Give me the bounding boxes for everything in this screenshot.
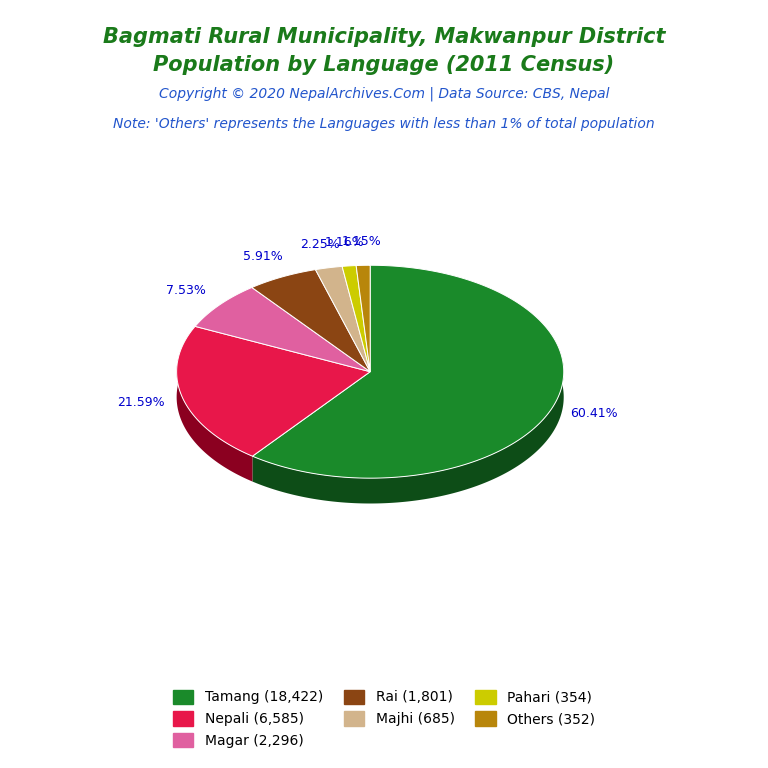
Polygon shape xyxy=(342,266,370,372)
Polygon shape xyxy=(195,287,370,372)
Text: 5.91%: 5.91% xyxy=(243,250,283,263)
Text: 60.41%: 60.41% xyxy=(570,407,617,420)
Text: 1.15%: 1.15% xyxy=(342,236,382,248)
Text: Note: 'Others' represents the Languages with less than 1% of total population: Note: 'Others' represents the Languages … xyxy=(113,117,655,131)
Polygon shape xyxy=(356,265,370,372)
Polygon shape xyxy=(177,359,253,482)
Text: 7.53%: 7.53% xyxy=(166,284,206,297)
Text: 1.16%: 1.16% xyxy=(325,236,364,249)
Polygon shape xyxy=(253,359,564,504)
Text: 21.59%: 21.59% xyxy=(117,396,164,409)
Text: Population by Language (2011 Census): Population by Language (2011 Census) xyxy=(154,55,614,75)
Polygon shape xyxy=(253,265,564,478)
Text: 2.25%: 2.25% xyxy=(300,238,339,251)
Text: Bagmati Rural Municipality, Makwanpur District: Bagmati Rural Municipality, Makwanpur Di… xyxy=(103,27,665,47)
Polygon shape xyxy=(177,326,370,456)
Legend: Tamang (18,422), Nepali (6,585), Magar (2,296), Rai (1,801), Majhi (685), Pahari: Tamang (18,422), Nepali (6,585), Magar (… xyxy=(167,684,601,753)
Text: Copyright © 2020 NepalArchives.Com | Data Source: CBS, Nepal: Copyright © 2020 NepalArchives.Com | Dat… xyxy=(159,86,609,101)
Polygon shape xyxy=(316,266,370,372)
Polygon shape xyxy=(252,270,370,372)
